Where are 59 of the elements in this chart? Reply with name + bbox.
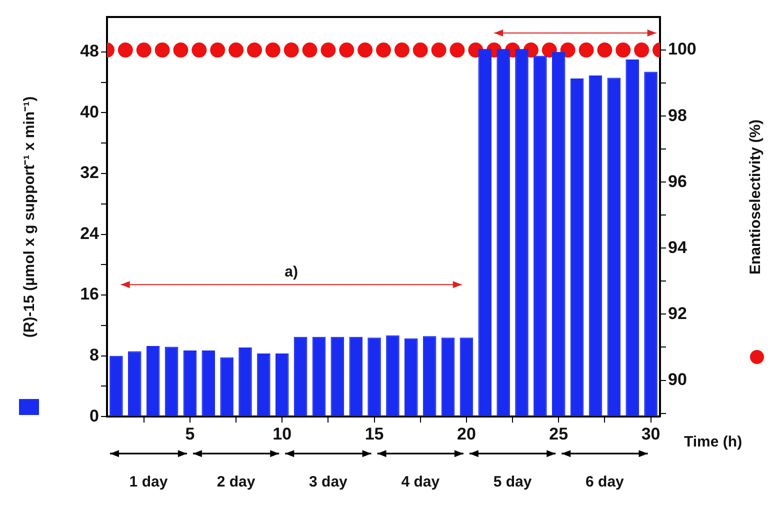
bar xyxy=(312,336,326,416)
bar xyxy=(422,336,436,416)
bar xyxy=(644,72,658,416)
bar xyxy=(552,52,566,416)
y2-axis-title: Enantioselectivity (%) xyxy=(747,119,764,275)
y2-tick-label: 98 xyxy=(668,106,687,125)
text: 1 day xyxy=(129,474,168,491)
y2-tick-label: 100 xyxy=(668,40,696,59)
bar xyxy=(515,48,528,416)
x-tick-label: 5 xyxy=(185,424,195,444)
x-tick-label: 25 xyxy=(549,424,568,444)
bar xyxy=(570,78,584,416)
bar xyxy=(588,75,602,416)
x-tick-label: 15 xyxy=(364,424,384,444)
text: 5 day xyxy=(493,474,532,491)
text: 2 day xyxy=(216,474,256,491)
text: 3 day xyxy=(309,474,348,491)
text: 4 day xyxy=(401,474,440,491)
bar xyxy=(220,357,234,416)
y2-tick-label: 96 xyxy=(668,172,687,191)
x-tick-label: 10 xyxy=(272,424,292,444)
bar xyxy=(386,335,400,416)
y-tick-label: 24 xyxy=(80,224,100,243)
y-tick-label: 48 xyxy=(80,42,99,61)
y-axis-title: (R)-15 (µmol x g support⁻¹ x min⁻¹) xyxy=(21,96,38,338)
y-tick-label: 8 xyxy=(90,346,99,365)
bar xyxy=(110,356,123,416)
x-tick-label: 30 xyxy=(641,424,660,444)
bar xyxy=(238,347,252,416)
bar xyxy=(478,48,492,416)
x-tick-label: 20 xyxy=(456,424,476,444)
y-tick-label: 32 xyxy=(80,163,99,182)
y2-tick-label: 90 xyxy=(668,370,687,389)
bar xyxy=(183,350,197,416)
x-axis-title: Time (h) xyxy=(684,434,742,451)
bar xyxy=(128,351,142,416)
bar xyxy=(626,60,639,416)
bar xyxy=(607,78,621,416)
bar xyxy=(441,338,455,416)
bar xyxy=(349,336,362,416)
y-tick-label: 0 xyxy=(90,406,99,426)
bar xyxy=(164,346,178,416)
bar xyxy=(534,56,547,416)
bar xyxy=(496,48,510,416)
bar xyxy=(202,350,216,416)
bar xyxy=(404,338,418,416)
bar xyxy=(460,338,474,416)
bar xyxy=(368,338,381,416)
bar xyxy=(275,354,289,416)
annotation: a) xyxy=(284,264,298,281)
bar xyxy=(330,336,344,416)
text: 6 day xyxy=(586,474,625,491)
bar xyxy=(146,346,160,416)
bar xyxy=(257,354,270,416)
y-tick-label: 40 xyxy=(80,102,99,122)
y2-tick-label: 92 xyxy=(668,304,687,323)
y-tick-label: 16 xyxy=(80,284,99,304)
bar xyxy=(294,336,308,416)
y2-tick-label: 94 xyxy=(668,238,688,257)
